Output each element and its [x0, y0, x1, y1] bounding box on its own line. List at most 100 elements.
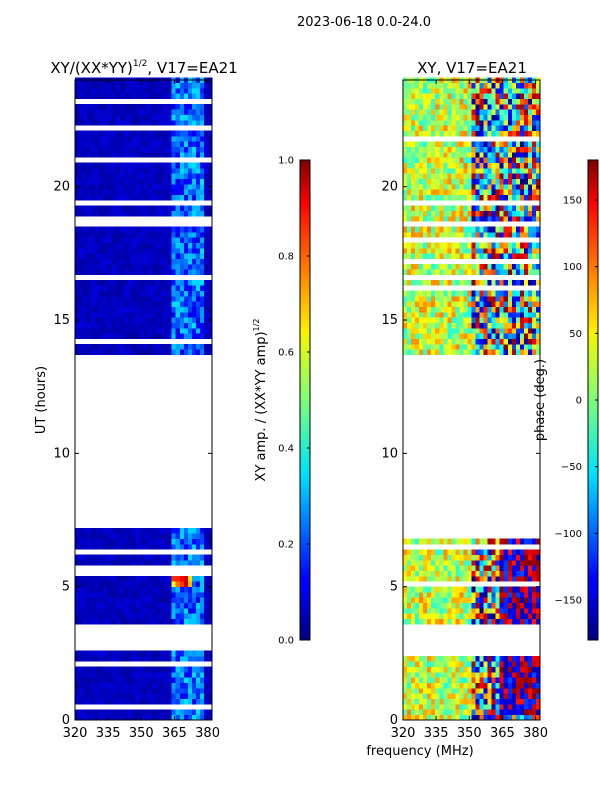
heatmap-cell	[443, 189, 448, 195]
heatmap-cell	[183, 88, 189, 94]
heatmap-cell	[95, 650, 100, 657]
heatmap-cell	[75, 602, 80, 609]
heatmap-cell	[471, 216, 476, 222]
heatmap-cell	[131, 104, 136, 110]
heatmap-cell	[131, 650, 136, 657]
heatmap-cell	[147, 560, 152, 566]
heatmap-cell	[83, 560, 88, 566]
heatmap-cell	[503, 93, 509, 99]
heatmap-cell	[435, 93, 440, 99]
heatmap-cell	[475, 618, 480, 625]
heatmap-cell	[471, 296, 476, 302]
heatmap-cell	[499, 93, 505, 99]
heatmap-cell	[419, 98, 424, 105]
heatmap-cell	[115, 613, 120, 619]
heatmap-cell	[155, 88, 161, 94]
heatmap-cell	[75, 269, 80, 275]
heatmap-cell	[167, 693, 173, 699]
heatmap-cell	[175, 269, 181, 275]
heatmap-cell	[463, 333, 468, 339]
heatmap-cell	[179, 290, 185, 297]
heatmap-cell	[507, 565, 513, 571]
heatmap-cell	[95, 306, 100, 313]
heatmap-cell	[499, 98, 505, 105]
heatmap-cell	[511, 146, 517, 153]
heatmap-cell	[443, 146, 448, 153]
heatmap-cell	[143, 269, 148, 275]
heatmap-cell	[155, 698, 161, 705]
heatmap-cell	[483, 677, 489, 683]
heatmap-cell	[187, 344, 193, 350]
heatmap-cell	[423, 141, 428, 147]
heatmap-cell	[187, 205, 193, 211]
heatmap-cell	[427, 592, 432, 598]
heatmap-cell	[491, 114, 497, 121]
heatmap-cell	[435, 554, 440, 561]
heatmap-cell	[519, 328, 525, 334]
heatmap-cell	[499, 322, 505, 329]
heatmap-cell	[203, 544, 209, 550]
heatmap-cell	[111, 301, 116, 307]
heatmap-cell	[115, 602, 120, 609]
heatmap-cell	[195, 194, 201, 201]
y-tick-label: 15	[381, 313, 398, 328]
heatmap-cell	[171, 269, 177, 275]
heatmap-cell	[455, 560, 460, 566]
heatmap-cell	[195, 168, 201, 174]
heatmap-cell	[471, 306, 476, 313]
heatmap-cell	[143, 189, 148, 195]
heatmap-cell	[155, 232, 161, 238]
heatmap-cell	[411, 296, 416, 302]
heatmap-cell	[155, 312, 161, 318]
heatmap-cell	[407, 538, 412, 545]
heatmap-cell	[159, 538, 165, 545]
heatmap-cell	[167, 253, 173, 259]
heatmap-cell	[443, 125, 448, 131]
heatmap-cell	[535, 205, 541, 211]
heatmap-cell	[531, 306, 537, 313]
heatmap-cell	[527, 104, 533, 110]
heatmap-cell	[459, 344, 464, 350]
heatmap-cell	[403, 194, 408, 201]
heatmap-cell	[183, 237, 189, 243]
heatmap-cell	[515, 608, 521, 614]
heatmap-cell	[523, 565, 529, 571]
heatmap-cell	[115, 698, 120, 705]
heatmap-cell	[419, 714, 424, 721]
heatmap-cell	[535, 301, 541, 307]
heatmap-cell	[535, 709, 541, 715]
heatmap-cell	[127, 82, 132, 89]
heatmap-cell	[487, 693, 493, 699]
heatmap-cell	[443, 152, 448, 158]
heatmap-cell	[119, 136, 124, 142]
heatmap-cell	[459, 677, 464, 683]
heatmap-cell	[107, 560, 112, 566]
heatmap-cell	[111, 533, 116, 539]
heatmap-cell	[123, 533, 128, 539]
heatmap-cell	[423, 189, 428, 195]
heatmap-cell	[167, 592, 173, 598]
heatmap-cell	[491, 157, 497, 163]
heatmap-cell	[87, 93, 92, 99]
heatmap-cell	[187, 714, 193, 721]
heatmap-cell	[183, 656, 189, 662]
heatmap-cell	[163, 93, 169, 99]
heatmap-cell	[151, 104, 156, 110]
heatmap-cell	[407, 264, 412, 270]
heatmap-cell	[203, 312, 209, 318]
heatmap-cell	[127, 88, 132, 94]
heatmap-cell	[135, 109, 140, 115]
heatmap-cell	[187, 114, 193, 121]
heatmap-cell	[155, 328, 161, 334]
heatmap-cell	[155, 650, 161, 657]
heatmap-cell	[535, 146, 541, 153]
heatmap-cell	[199, 666, 205, 673]
heatmap-cell	[471, 565, 476, 571]
heatmap-cell	[155, 162, 161, 169]
heatmap-cell	[503, 322, 509, 329]
heatmap-cell	[427, 93, 432, 99]
heatmap-cell	[75, 672, 80, 678]
heatmap-cell	[163, 296, 169, 302]
heatmap-cell	[535, 157, 541, 163]
heatmap-cell	[491, 130, 497, 137]
